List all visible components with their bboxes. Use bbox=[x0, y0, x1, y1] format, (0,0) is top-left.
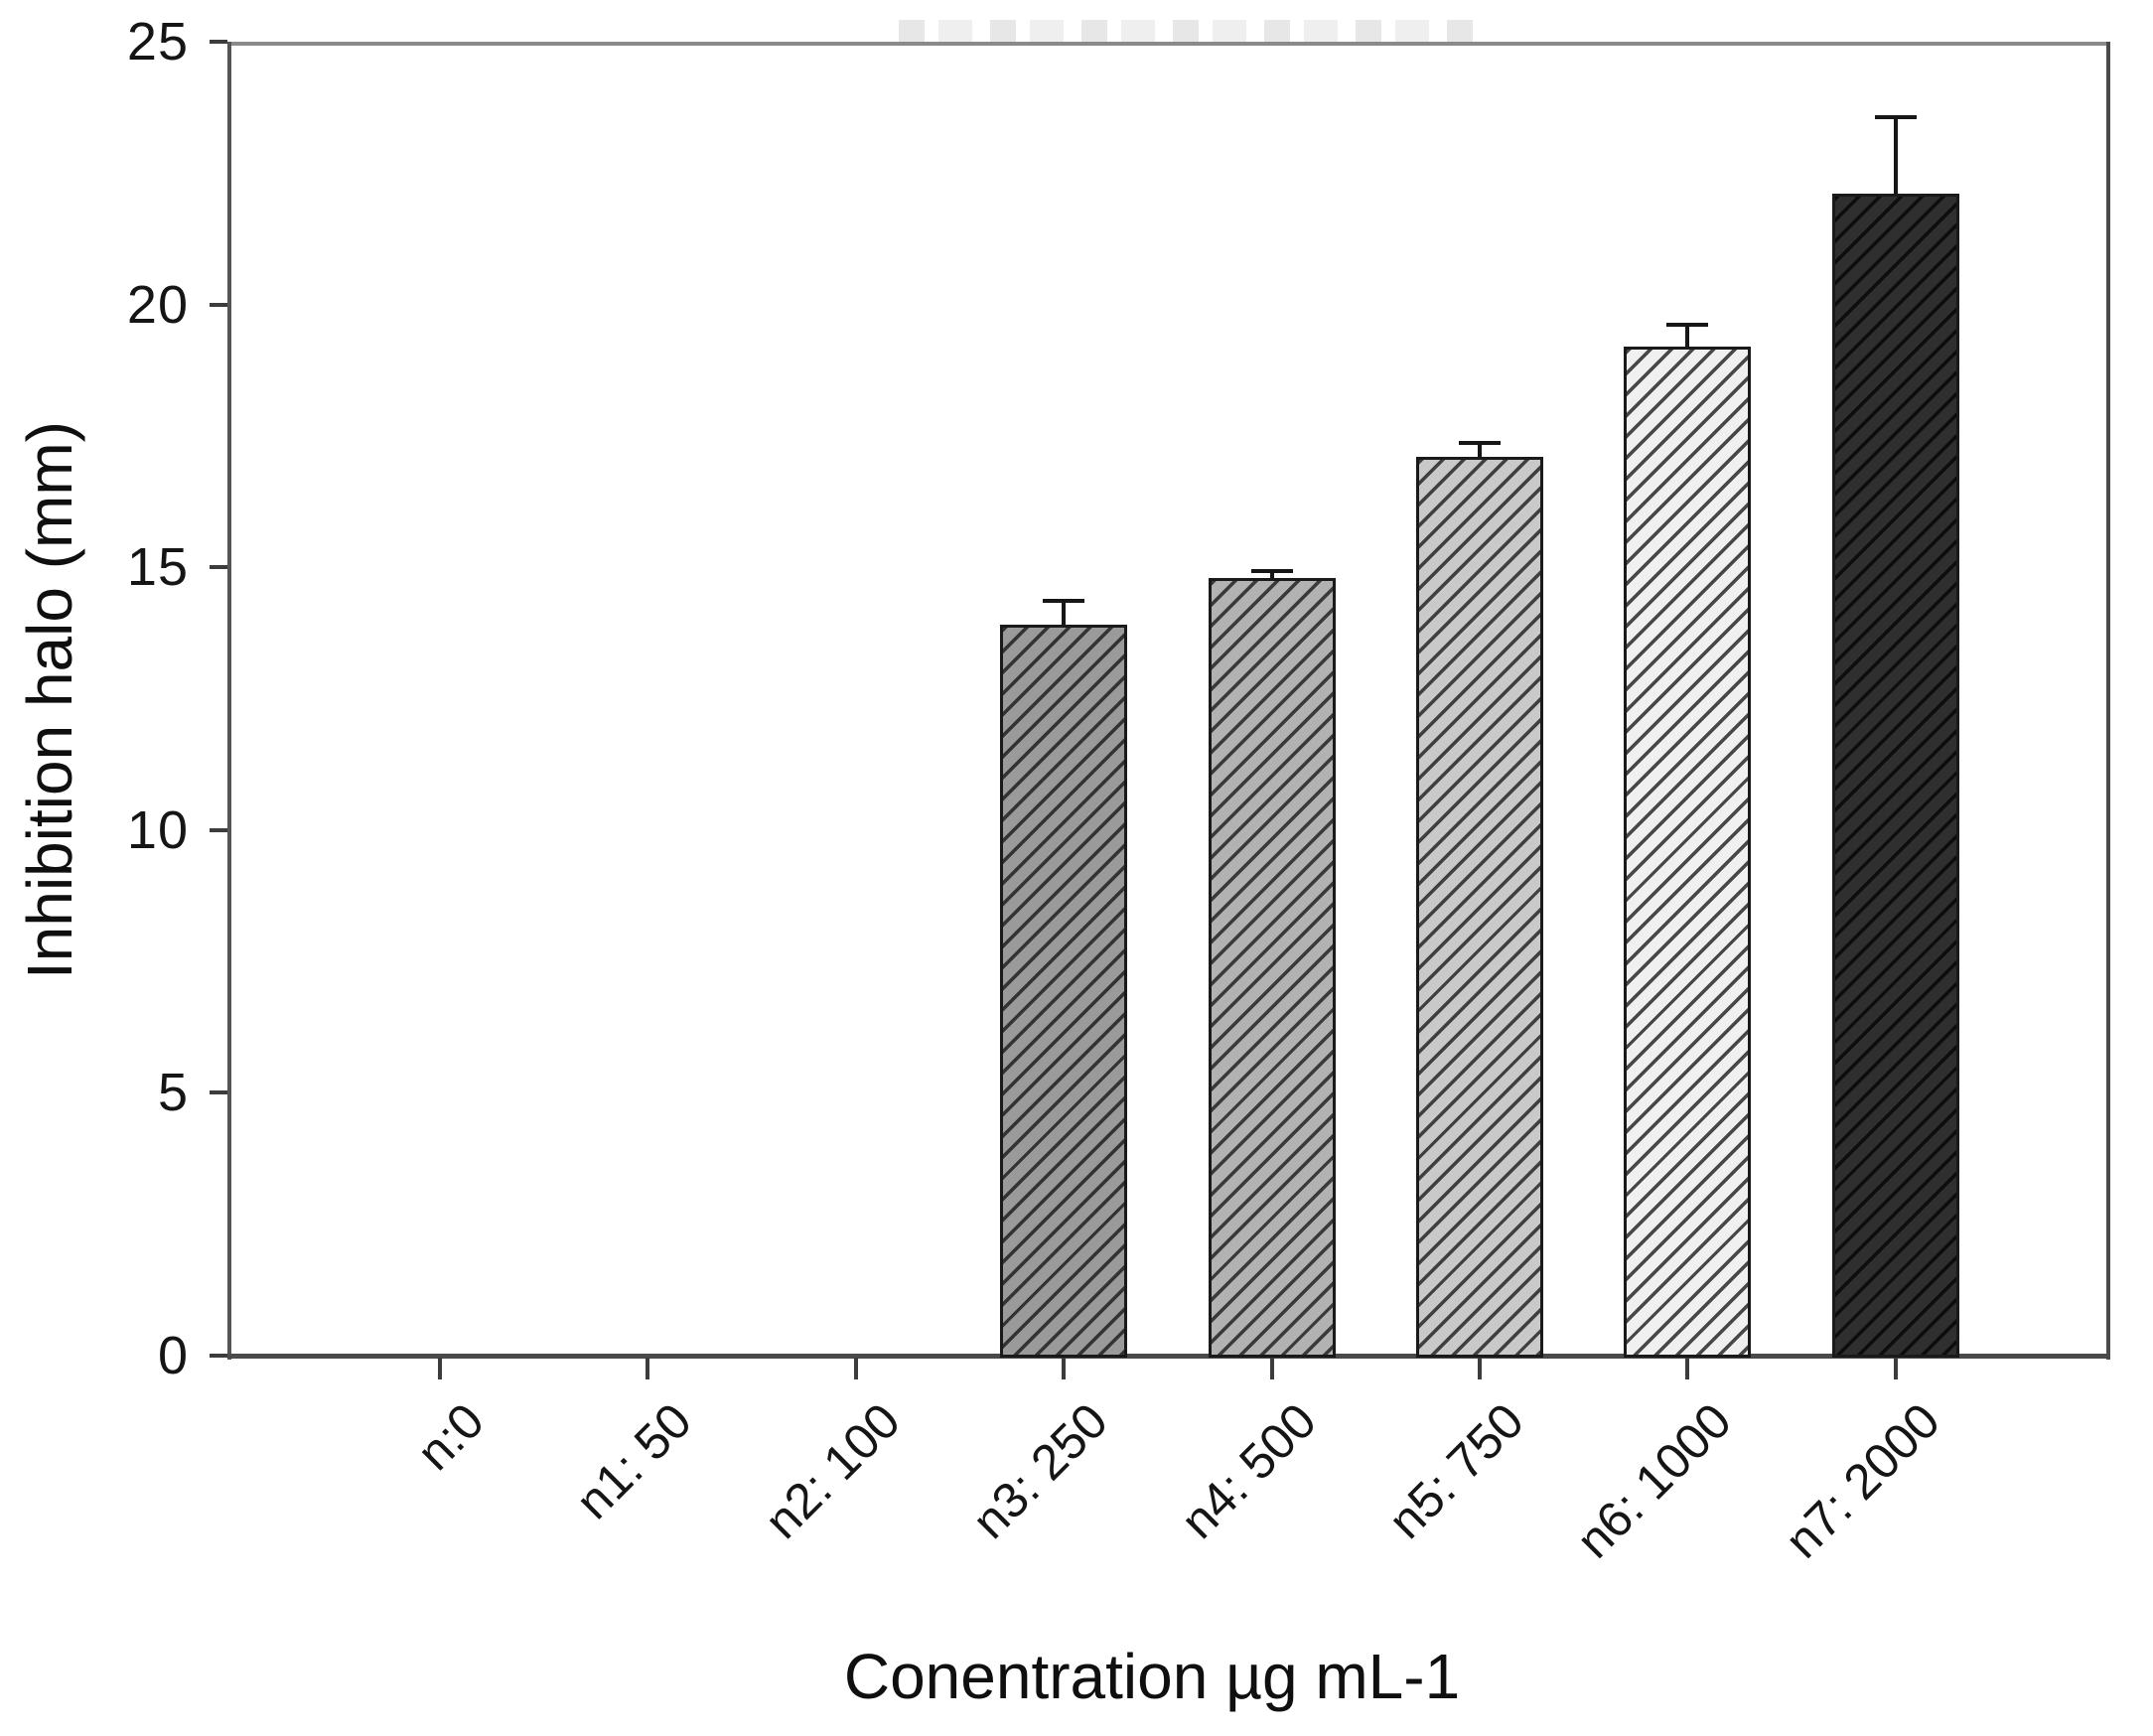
y-tick-label: 15 bbox=[126, 537, 189, 598]
error-bar-cap bbox=[1459, 440, 1501, 445]
axis-right-line bbox=[2106, 42, 2110, 1360]
x-tick-mark bbox=[1269, 1358, 1274, 1379]
bar-n3-250 bbox=[1000, 625, 1128, 1358]
error-bar-stem bbox=[1478, 443, 1482, 458]
x-tick-mark bbox=[1893, 1358, 1898, 1379]
x-tick-mark bbox=[1062, 1358, 1067, 1379]
y-tick-label: 25 bbox=[126, 12, 189, 72]
y-tick-mark bbox=[210, 565, 227, 570]
axis-bottom-line bbox=[227, 1354, 2110, 1359]
x-tick-mark bbox=[438, 1358, 442, 1379]
x-tick-mark bbox=[1685, 1358, 1690, 1379]
bar-n7-2000 bbox=[1831, 194, 1959, 1358]
error-bar-cap bbox=[1043, 598, 1085, 603]
error-bar-cap bbox=[1874, 114, 1917, 119]
axis-left-line bbox=[227, 42, 231, 1360]
x-tick-mark bbox=[1478, 1358, 1482, 1379]
error-bar-stem bbox=[1269, 572, 1274, 578]
bar-n5-750 bbox=[1416, 457, 1543, 1358]
y-tick-mark bbox=[210, 1090, 227, 1095]
y-tick-mark bbox=[210, 1354, 227, 1358]
bar-n4-500 bbox=[1208, 577, 1336, 1358]
cropped-title-remnant bbox=[899, 20, 1485, 42]
x-tick-mark bbox=[646, 1358, 650, 1379]
error-bar-cap bbox=[1666, 322, 1709, 327]
error-bar-cap bbox=[1250, 569, 1293, 574]
error-bar-stem bbox=[1893, 117, 1898, 195]
x-axis-title: Conentration µg mL-1 bbox=[843, 1641, 1461, 1712]
bar-n6-1000 bbox=[1624, 346, 1752, 1358]
y-tick-label: 20 bbox=[126, 274, 189, 335]
y-tick-mark bbox=[210, 827, 227, 832]
error-bar-stem bbox=[1062, 601, 1067, 626]
y-tick-mark bbox=[210, 302, 227, 307]
y-tick-label: 5 bbox=[157, 1063, 189, 1123]
error-bar-stem bbox=[1685, 325, 1690, 347]
y-tick-label: 0 bbox=[157, 1326, 189, 1385]
y-tick-mark bbox=[210, 40, 227, 44]
y-tick-label: 10 bbox=[126, 799, 189, 860]
x-tick-mark bbox=[853, 1358, 858, 1379]
axis-top-line bbox=[227, 42, 2110, 46]
